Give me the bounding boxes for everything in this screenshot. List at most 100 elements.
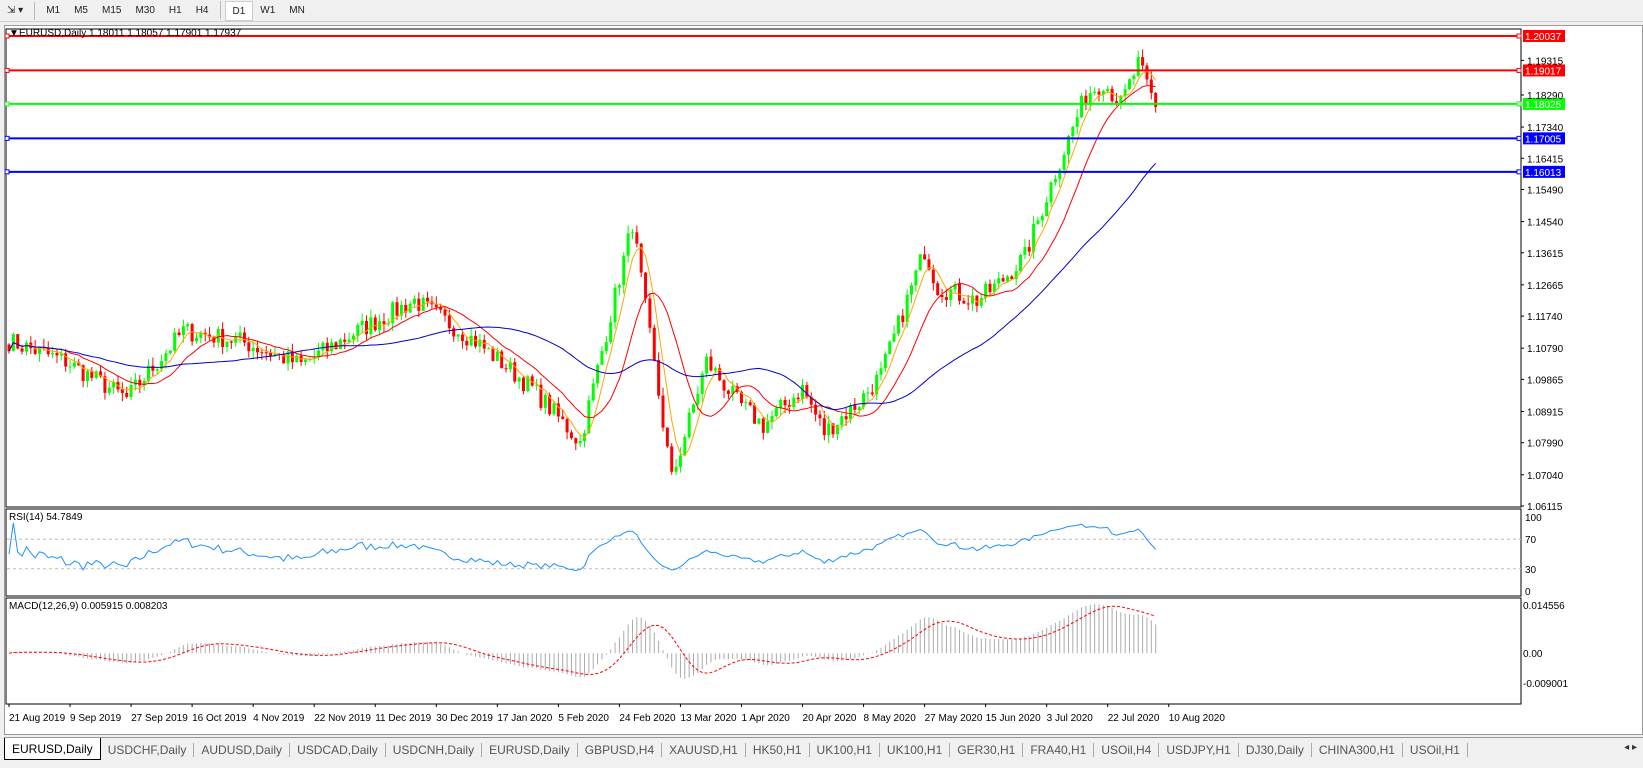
candle-body (269, 352, 273, 357)
candle-body (844, 416, 848, 420)
candle-body (700, 373, 704, 394)
candle-body (426, 297, 430, 302)
candle-body (513, 362, 517, 382)
candle-body (1019, 254, 1023, 272)
candle-body (888, 341, 892, 354)
tab-ger30-h1[interactable]: GER30,H1 (950, 742, 1024, 757)
y-tick-label: 1.18290 (1527, 91, 1564, 102)
tab-fra40-h1[interactable]: FRA40,H1 (1023, 742, 1095, 757)
candle-body (644, 272, 648, 299)
candle-body (1075, 117, 1079, 127)
candle-body (953, 284, 957, 290)
line-handle (1516, 67, 1522, 73)
candle-body (391, 302, 395, 324)
candle-body (713, 368, 717, 371)
candle-body (561, 416, 565, 420)
timeframe-h4[interactable]: H4 (195, 4, 209, 16)
candle-body (251, 348, 255, 352)
candle-body (478, 339, 482, 347)
candle-body (107, 387, 111, 393)
candle-body (635, 232, 639, 244)
x-tick-label: 13 Mar 2020 (680, 713, 737, 724)
candle-body (879, 368, 883, 375)
line-handle (1516, 135, 1522, 141)
tab-usdchf-daily[interactable]: USDCHF,Daily (101, 742, 195, 757)
tab-audusd-daily[interactable]: AUDUSD,Daily (194, 742, 291, 757)
candle-body (853, 404, 857, 410)
candle-body (1145, 65, 1149, 80)
candle-body (1027, 247, 1031, 252)
line-handle (1516, 101, 1522, 107)
candle-body (112, 381, 116, 388)
candle-body (20, 348, 24, 352)
candle-body (896, 315, 900, 334)
y-tick-label: 1.07040 (1527, 471, 1564, 482)
chart-canvas[interactable]: 1.20037 1.19017 1.18025 1.17005 1.16013 1.193… (4, 26, 1643, 736)
x-tick-label: 10 Aug 2020 (1169, 713, 1226, 724)
candle-body (753, 405, 757, 424)
candle-body (652, 327, 656, 361)
rsi-tick-label: 0 (1525, 587, 1531, 598)
tab-usdcnh-daily[interactable]: USDCNH,Daily (386, 742, 483, 757)
candle-body (38, 346, 42, 354)
line-handle (4, 135, 10, 141)
tab-uk100-h1[interactable]: UK100,H1 (880, 742, 951, 757)
candle-body (1032, 223, 1036, 252)
candle-body (491, 348, 495, 361)
tab-scroll-arrows[interactable]: ◂ ▸ (1624, 742, 1637, 753)
candle-body (64, 353, 68, 367)
candle-body (412, 298, 416, 304)
crosshair-tool-icon[interactable]: ⇲ ▾ (7, 4, 24, 16)
candle-body (997, 278, 1001, 284)
candle-body (439, 307, 443, 310)
candle-body (940, 295, 944, 297)
x-tick-label: 30 Dec 2019 (436, 713, 493, 724)
tab-gbpusd-h4[interactable]: GBPUSD,H4 (578, 742, 663, 757)
candle-body (338, 339, 342, 349)
candle-body (460, 334, 464, 341)
candle-body (1093, 91, 1097, 94)
candle-body (1066, 136, 1070, 155)
chart-window[interactable]: 1.20037 1.19017 1.18025 1.17005 1.16013 1.193… (4, 25, 1643, 735)
tab-china300-h1[interactable]: CHINA300,H1 (1312, 742, 1403, 757)
candle-body (1053, 178, 1057, 183)
tab-eurusd-daily[interactable]: EURUSD,Daily (4, 737, 101, 760)
timeframe-m5[interactable]: M5 (74, 4, 88, 16)
tab-hk50-h1[interactable]: HK50,H1 (746, 742, 810, 757)
candle-body (604, 342, 608, 351)
candle-body (1101, 91, 1105, 95)
candle-body (526, 376, 530, 392)
candle-body (1154, 92, 1158, 107)
tab-usdcad-daily[interactable]: USDCAD,Daily (290, 742, 386, 757)
timeframe-w1[interactable]: W1 (260, 4, 276, 16)
tab-dj30-daily[interactable]: DJ30,Daily (1239, 742, 1312, 757)
x-tick-label: 3 Jul 2020 (1047, 713, 1094, 724)
candle-body (517, 377, 521, 382)
candle-body (1001, 278, 1005, 282)
macd-label: MACD(12,26,9) 0.005915 0.008203 (9, 601, 168, 612)
candle-body (164, 353, 168, 362)
tab-eurusd-daily[interactable]: EURUSD,Daily (482, 742, 578, 757)
candle-body (434, 304, 438, 308)
timeframe-mn[interactable]: MN (289, 4, 305, 16)
timeframe-h1[interactable]: H1 (168, 4, 182, 16)
tab-xauusd-h1[interactable]: XAUUSD,H1 (662, 742, 746, 757)
candle-body (286, 351, 290, 364)
candle-body (1010, 276, 1014, 280)
tab-usoil-h4[interactable]: USOil,H4 (1094, 742, 1160, 757)
price-label-bg (1523, 30, 1565, 42)
tab-uk100-h1[interactable]: UK100,H1 (810, 742, 880, 757)
tab-usdjpy-h1[interactable]: USDJPY,H1 (1159, 742, 1239, 757)
candle-body (848, 404, 852, 420)
timeframe-m1[interactable]: M1 (46, 4, 61, 16)
macd-tick-label: 0.014556 (1523, 601, 1565, 612)
rsi-pane (5, 508, 1522, 597)
candle-body (521, 377, 525, 392)
candle-body (1071, 126, 1075, 137)
moving-average-line (8, 85, 1156, 419)
timeframe-d1[interactable]: D1 (224, 0, 254, 21)
timeframe-m15[interactable]: M15 (102, 4, 122, 16)
timeframe-m30[interactable]: M30 (135, 4, 155, 16)
x-tick-label: 1 Apr 2020 (741, 713, 790, 724)
tab-usoil-h1[interactable]: USOil,H1 (1403, 742, 1468, 757)
